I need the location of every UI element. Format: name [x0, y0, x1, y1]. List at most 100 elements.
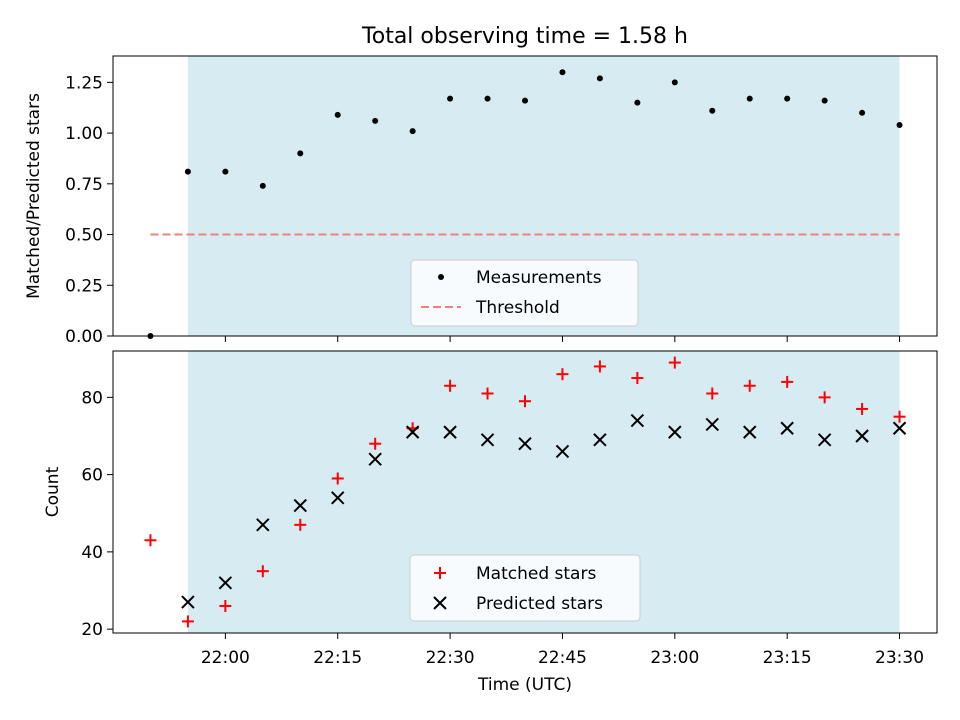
measurement-point — [746, 95, 753, 102]
measurement-point — [259, 182, 266, 189]
x-axis-label: Time (UTC) — [477, 675, 572, 695]
count-legend-box — [409, 554, 641, 622]
measurement-point — [372, 117, 379, 124]
y-tick-label: 0.50 — [65, 226, 103, 246]
chart-title: Total observing time = 1.58 h — [361, 24, 688, 49]
ratio-legend: Measurements Threshold — [410, 259, 639, 327]
ratio-panel: 0.00 0.25 0.50 0.75 1.00 1.25 Total observing… — [24, 24, 938, 347]
matched-star-point — [256, 565, 269, 578]
count-y-axis-label: Count — [43, 466, 63, 517]
measurement-point — [896, 121, 903, 128]
matched-star-point — [631, 372, 644, 385]
predicted-star-point — [780, 421, 794, 435]
y-tick-label: 20 — [81, 620, 103, 640]
predicted-star-point — [892, 421, 907, 435]
legend-matched-marker — [434, 567, 446, 579]
y-tick-label: 40 — [81, 543, 103, 563]
predicted-star-point — [480, 433, 495, 447]
y-tick-label: 60 — [81, 466, 103, 486]
predicted-star-point — [668, 425, 682, 439]
matched-star-point — [144, 534, 157, 547]
matched-star-point — [369, 437, 382, 450]
measurement-point — [184, 168, 191, 175]
matched-star-point — [294, 518, 307, 531]
matched-star-point — [593, 360, 606, 373]
matched-star-point — [743, 379, 756, 392]
measurement-point — [859, 109, 866, 116]
matched-star-point — [556, 368, 569, 381]
count-y-ticks: 20 40 60 80 — [81, 388, 113, 640]
ratio-axes-frame — [112, 55, 938, 337]
ratio-x-ticks — [224, 336, 901, 342]
y-tick-label: 0.75 — [65, 175, 103, 195]
matched-star-point — [781, 375, 794, 388]
legend-predicted-label: Predicted stars — [476, 594, 603, 614]
legend-matched-label: Matched stars — [476, 564, 596, 584]
x-tick-label: 22:00 — [201, 648, 250, 668]
matched-star-point — [444, 379, 457, 392]
x-tick-label: 23:15 — [763, 648, 812, 668]
predicted-star-point — [181, 595, 195, 609]
predicted-star-point — [518, 437, 532, 451]
predicted-stars-points — [181, 413, 907, 609]
measurement-point — [447, 95, 454, 102]
measurement-point — [671, 79, 678, 86]
x-tick-label: 22:30 — [426, 648, 475, 668]
x-tick-label: 23:30 — [875, 648, 924, 668]
matched-star-point — [219, 599, 232, 612]
matched-star-point — [818, 391, 831, 404]
predicted-star-point — [855, 429, 869, 443]
count-axes-frame — [112, 350, 938, 634]
predicted-star-point — [368, 452, 382, 466]
y-tick-label: 1.00 — [65, 124, 103, 144]
count-x-ticks: 22:00 22:15 22:30 22:45 23:00 23:15 23:30 — [201, 633, 924, 668]
measurement-point — [297, 150, 304, 157]
measurement-point — [634, 99, 641, 106]
measurement-point — [596, 75, 603, 82]
predicted-star-point — [555, 444, 570, 459]
legend-measurements-marker — [438, 274, 444, 280]
predicted-star-point — [293, 498, 307, 513]
matched-star-point — [519, 395, 531, 408]
y-tick-label: 0.00 — [65, 327, 103, 347]
measurement-point — [222, 168, 229, 175]
y-tick-label: 0.25 — [65, 276, 103, 296]
matched-star-point — [893, 410, 906, 423]
predicted-star-point — [630, 413, 645, 428]
y-tick-label: 80 — [81, 388, 103, 408]
matched-stars-points — [144, 356, 906, 628]
predicted-star-point — [705, 417, 719, 432]
measurement-point — [559, 69, 566, 76]
measurement-point — [821, 97, 828, 104]
matched-star-point — [856, 402, 869, 415]
measurement-point — [334, 111, 341, 118]
legend-threshold-label: Threshold — [475, 298, 560, 318]
predicted-star-point — [405, 425, 420, 439]
measurement-point — [522, 97, 528, 104]
predicted-star-point — [218, 576, 233, 590]
matched-star-point — [331, 472, 344, 485]
measurement-point — [409, 128, 416, 135]
matched-star-point — [706, 387, 719, 400]
predicted-star-point — [256, 518, 270, 532]
predicted-star-point — [331, 491, 345, 505]
matched-star-point — [181, 615, 194, 628]
x-tick-label: 23:00 — [650, 648, 699, 668]
matched-star-point — [481, 387, 494, 400]
y-tick-label: 1.25 — [65, 73, 103, 93]
ratio-y-ticks: 0.00 0.25 0.50 0.75 1.00 1.25 — [65, 73, 113, 347]
measurement-point — [484, 95, 491, 102]
matched-star-point — [668, 356, 681, 369]
x-tick-label: 22:45 — [538, 648, 587, 668]
predicted-star-point — [443, 425, 457, 439]
legend-predicted-marker — [433, 596, 447, 610]
legend-measurements-label: Measurements — [476, 268, 602, 288]
measurement-point — [709, 107, 716, 114]
predicted-star-point — [743, 425, 757, 439]
ratio-y-axis-label: Matched/Predicted stars — [24, 93, 44, 299]
predicted-star-point — [817, 433, 832, 447]
predicted-star-point — [593, 433, 607, 447]
count-legend: Matched stars Predicted stars — [409, 554, 641, 622]
